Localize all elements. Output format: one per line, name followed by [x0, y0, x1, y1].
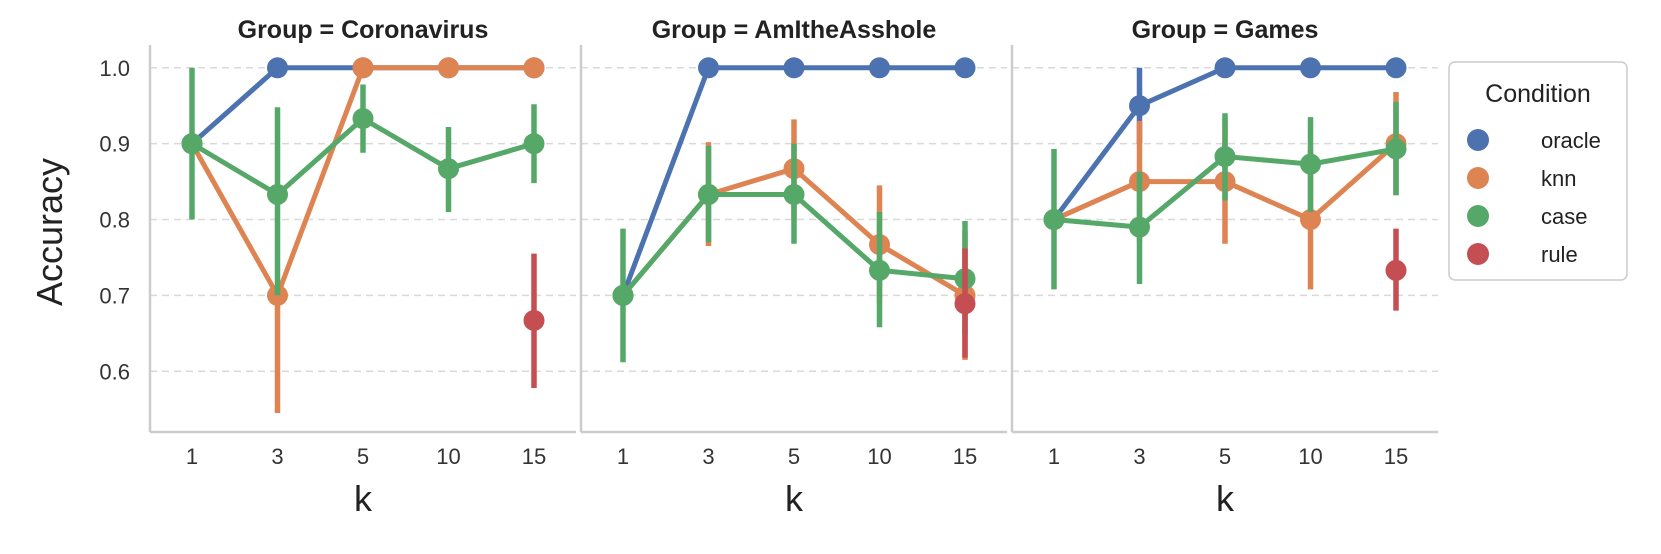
legend-entry-oracle: oracle [1467, 128, 1601, 153]
x-tick-label: 3 [271, 444, 283, 469]
point-case [1129, 216, 1150, 238]
point-case [612, 284, 634, 306]
point-case [783, 183, 805, 205]
x-tick-label: 10 [1298, 444, 1322, 469]
x-axis-label: k [785, 478, 804, 519]
x-tick-label: 1 [186, 444, 198, 469]
series-case [612, 143, 976, 363]
point-oracle [954, 57, 976, 79]
y-tick-label: 0.6 [99, 359, 130, 384]
legend-entry-knn: knn [1467, 166, 1576, 191]
legend-label-knn: knn [1541, 166, 1576, 191]
y-tick-label: 0.9 [99, 132, 130, 157]
point-knn [523, 57, 545, 79]
x-tick-label: 5 [1219, 444, 1231, 469]
point-oracle [869, 57, 890, 79]
point-oracle [783, 57, 805, 79]
x-tick-label: 15 [522, 444, 546, 469]
facet-1: Group = Coronavirus 1 3 5 10 15 k 0.6 0.7 0.8 0.9 1… [99, 16, 576, 519]
point-case [869, 259, 890, 281]
y-tick-label: 0.8 [99, 208, 130, 233]
series-rule [1385, 228, 1407, 311]
facet-3: Group = Games 1 3 5 10 15 k [1010, 16, 1438, 519]
point-rule [523, 309, 545, 331]
legend-marker-case [1467, 205, 1489, 227]
point-oracle [1129, 95, 1150, 117]
x-tick-label: 5 [357, 444, 369, 469]
series-case [1043, 101, 1407, 290]
point-rule [1385, 259, 1407, 281]
point-case [267, 183, 288, 205]
legend-entry-rule: rule [1467, 242, 1578, 267]
x-tick-label: 3 [702, 444, 714, 469]
point-case [1214, 146, 1236, 168]
x-tick-label: 15 [1384, 444, 1408, 469]
legend-marker-knn [1467, 167, 1489, 189]
series-rule [523, 253, 545, 388]
x-tick-label: 3 [1133, 444, 1145, 469]
x-tick-label: 1 [617, 444, 629, 469]
y-tick-label: 0.7 [99, 283, 130, 308]
point-oracle [1300, 57, 1321, 79]
x-tick-label: 10 [436, 444, 460, 469]
x-tick-label: 1 [1048, 444, 1060, 469]
legend-frame [1448, 61, 1628, 281]
x-tick-label: 15 [953, 444, 977, 469]
legend-label-rule: rule [1541, 242, 1578, 267]
point-knn [438, 57, 459, 79]
legend-entry-case: case [1467, 204, 1587, 229]
point-case [523, 133, 545, 155]
x-axis-label: k [354, 478, 373, 519]
point-oracle [267, 57, 288, 79]
point-knn [352, 57, 374, 79]
y-tick-label: 1.0 [99, 56, 130, 81]
point-case [352, 108, 374, 130]
series-rule [954, 248, 976, 358]
point-oracle [698, 57, 719, 79]
point-case [1043, 209, 1065, 231]
legend-marker-oracle [1467, 129, 1489, 151]
legend-marker-rule [1467, 243, 1489, 265]
point-rule [954, 293, 976, 315]
legend: Condition oracle knn case rule [1448, 61, 1628, 281]
legend-label-oracle: oracle [1541, 128, 1601, 153]
legend-label-case: case [1541, 204, 1587, 229]
point-case [1385, 138, 1407, 160]
point-case [181, 133, 203, 155]
point-oracle [1385, 57, 1407, 79]
point-knn [1300, 209, 1321, 231]
x-tick-label: 5 [788, 444, 800, 469]
facet-title: Group = Games [1132, 16, 1319, 44]
series-case [181, 67, 545, 296]
facet-title: Group = AmItheAsshole [652, 16, 937, 44]
facet-2: Group = AmItheAsshole 1 3 5 10 15 k [579, 16, 1007, 519]
legend-entries: oracle knn case rule [1467, 128, 1601, 267]
point-oracle [1214, 57, 1236, 79]
point-case [438, 158, 459, 180]
point-case [698, 183, 719, 205]
legend-title: Condition [1485, 80, 1591, 108]
facet-title: Group = Coronavirus [238, 16, 489, 44]
x-axis-label: k [1216, 478, 1235, 519]
x-tick-label: 10 [867, 444, 891, 469]
y-axis-label: Accuracy [29, 158, 70, 306]
point-case [1300, 153, 1321, 175]
